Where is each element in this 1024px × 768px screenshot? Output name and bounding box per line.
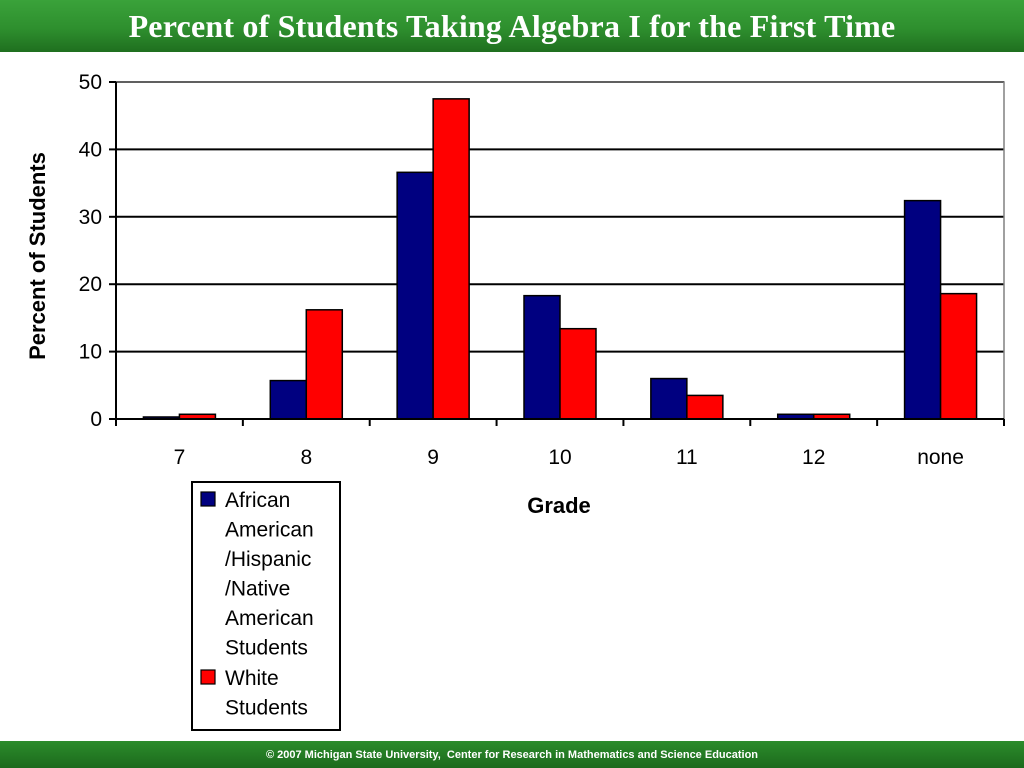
legend-swatch [200,491,216,507]
legend-box [191,481,341,731]
bar-minority-grade-11 [650,377,688,420]
x-axis-title: Grade [527,493,591,518]
y-tick-label: 0 [90,408,102,431]
legend-label: American [225,519,314,542]
legend-label: Students [225,697,308,720]
bar-white-grade-8 [305,309,344,420]
bars [142,98,978,420]
x-tick-label: 12 [802,446,825,469]
bar-minority-grade-10 [523,294,561,420]
bar-white-grade-none [939,292,978,420]
legend: African American/Hispanic/Native American S… [191,481,341,731]
y-axis-title: Percent of Students [25,152,50,360]
copyright-text: © 2007 Michigan State University, Center… [265,748,759,761]
bar-minority-grade-none [903,199,942,420]
legend-label: African [225,489,290,512]
y-tick-label: 20 [79,273,102,296]
legend-label: /Native [225,578,290,601]
bar-white-grade-11 [686,394,724,420]
y-tick-label: 50 [79,71,102,94]
slide-title: Percent of Students Taking Algebra I for… [128,7,896,44]
x-tick-label: 8 [300,446,312,469]
legend-label: /Hispanic [225,548,311,571]
bar-minority-grade-8 [269,379,308,420]
y-tick-label: 30 [79,206,102,229]
x-tick-label: 10 [548,446,571,469]
slide-header: Percent of Students Taking Algebra I for… [0,0,1024,52]
legend-swatch [200,669,216,685]
tick-labels: 0 10 20 30 40 50 7 8 9 10 11 12 none [79,71,1005,469]
bar-white-grade-10 [559,327,597,420]
bar-minority-grade-9 [396,171,434,420]
axes [115,81,1005,420]
bar-white-grade-9 [432,98,470,420]
x-tick-label: 9 [427,446,439,469]
y-tick-label: 10 [79,341,102,364]
x-tick-label: none [917,446,964,469]
legend-label: American [225,607,314,630]
legend-label: White [225,667,279,690]
slide-footer: © 2007 Michigan State University, Center… [0,741,1024,768]
bar-chart: 0 10 20 30 40 50 7 8 9 10 11 12 none Percent of Stud… [25,71,1005,731]
x-tick-label: 7 [174,446,186,469]
y-tick-label: 40 [79,138,102,161]
x-tick-label: 11 [676,446,698,469]
legend-label: Students [225,637,308,660]
